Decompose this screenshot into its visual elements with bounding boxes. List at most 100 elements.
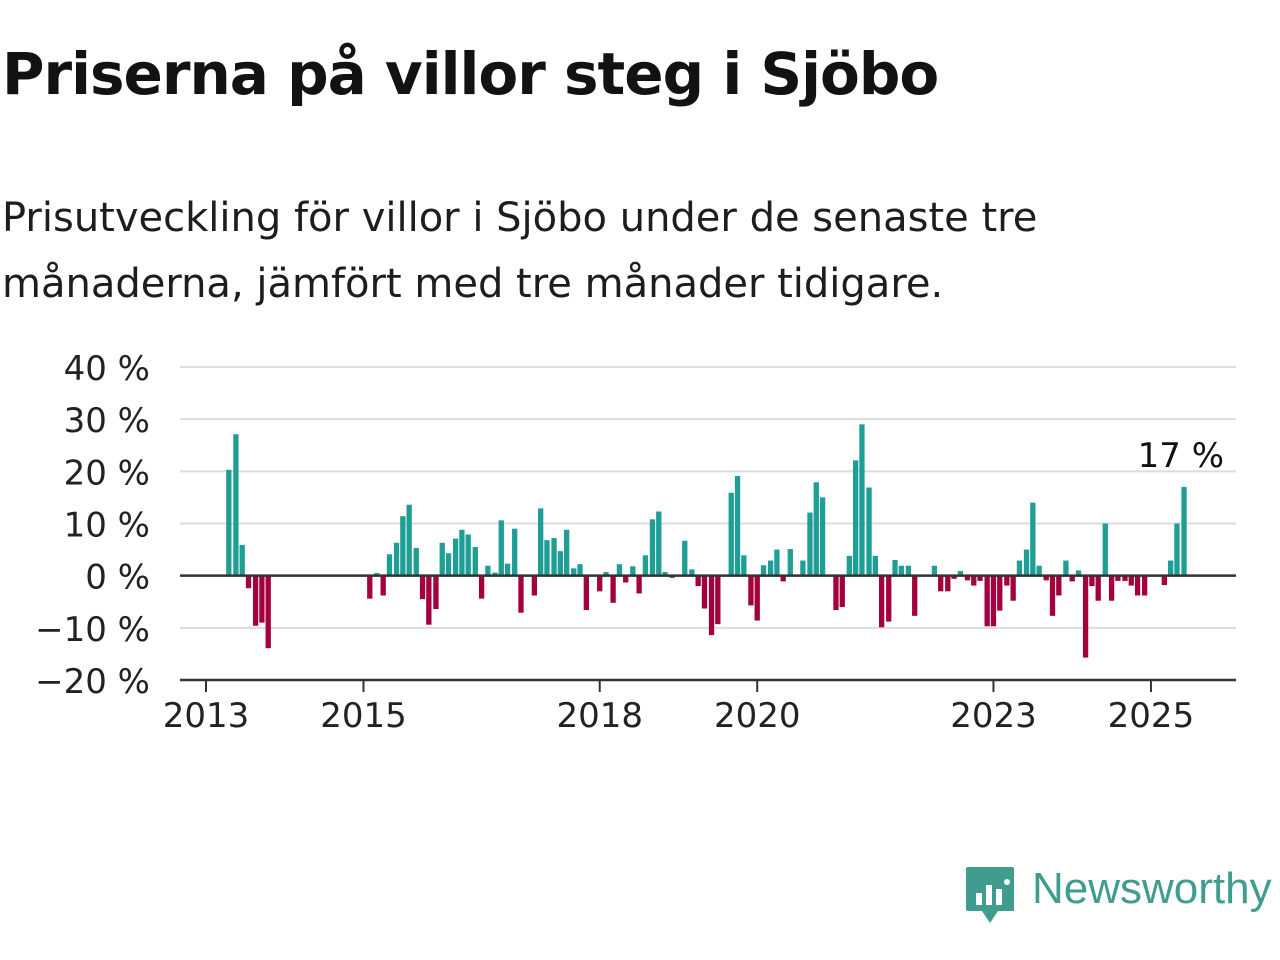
bar (741, 555, 747, 576)
bar (754, 575, 760, 621)
bar (386, 554, 393, 576)
chart-subtitle: Prisutveckling för villor i Sjöbo under … (2, 195, 1038, 307)
bar (498, 520, 504, 576)
x-tick-label: 2023 (950, 696, 1037, 736)
bar (780, 575, 786, 582)
bar (610, 575, 616, 603)
bar (465, 534, 471, 576)
bar-chart: −20 % −10 % 0 % 10 % 20 % 30 % 40 % 2013 2015 201… (35, 349, 1236, 736)
bar (957, 570, 964, 576)
bar (439, 542, 445, 576)
bar (931, 565, 938, 576)
bar (616, 564, 623, 576)
bar (1049, 575, 1056, 616)
bar (905, 565, 912, 576)
bar (1174, 523, 1180, 576)
bar (728, 492, 734, 576)
bar (1167, 560, 1174, 576)
bar (538, 508, 544, 576)
bar (1082, 575, 1089, 658)
bar (1122, 575, 1128, 581)
bar (557, 551, 563, 576)
bar (898, 565, 904, 576)
bar (1089, 575, 1095, 587)
bar (400, 516, 406, 576)
bar (393, 542, 400, 576)
x-tick-label: 2015 (320, 696, 407, 736)
bar (839, 575, 845, 607)
bar (265, 575, 271, 649)
bar (603, 572, 609, 576)
bar (452, 538, 459, 576)
bar (226, 469, 232, 576)
bar (551, 538, 557, 576)
bar (892, 560, 898, 576)
bar (708, 575, 715, 636)
bar (597, 575, 603, 592)
bar (413, 548, 419, 576)
bar (433, 575, 439, 610)
bar (642, 555, 649, 576)
bar (1004, 575, 1010, 586)
bar (748, 575, 754, 606)
bar (656, 511, 662, 576)
bar (807, 512, 813, 576)
bar (518, 575, 524, 613)
bar (971, 575, 977, 586)
bar (682, 540, 688, 576)
bar (623, 575, 629, 583)
bar (636, 575, 642, 594)
bar (767, 560, 774, 576)
bar (649, 519, 656, 576)
bar (878, 575, 885, 628)
bar (1108, 575, 1115, 601)
bar (1161, 575, 1167, 586)
bar (964, 575, 971, 581)
bar (1016, 560, 1023, 576)
y-tick-label: −20 % (35, 662, 150, 702)
bar (367, 575, 373, 599)
bar (787, 549, 793, 576)
last-value-label: 17 % (1138, 436, 1224, 476)
brand-name: Newsworthy (1032, 864, 1272, 913)
bar (662, 572, 668, 576)
bar (478, 575, 485, 599)
x-tick-label: 2018 (556, 696, 643, 736)
bar (374, 573, 380, 576)
bar (760, 565, 767, 576)
bar (997, 575, 1003, 611)
bar (485, 565, 491, 576)
bar (531, 575, 538, 596)
bar (252, 575, 259, 626)
x-tick-label: 2013 (163, 696, 250, 736)
bar (774, 549, 780, 576)
bar (512, 528, 518, 576)
x-tick-label: 2025 (1108, 696, 1195, 736)
bar (1102, 523, 1108, 576)
bar (689, 569, 695, 576)
y-tick-label: 30 % (64, 401, 150, 441)
bar (583, 575, 589, 611)
bar (734, 476, 741, 576)
bar (1069, 575, 1075, 582)
bar (859, 424, 865, 576)
bar (990, 575, 997, 627)
bar (1075, 570, 1082, 576)
bar (1043, 575, 1049, 581)
x-tick-label: 2020 (714, 696, 801, 736)
bar (886, 575, 892, 622)
bar (813, 482, 819, 576)
bar (951, 575, 957, 579)
bar (1181, 486, 1187, 576)
bar (695, 575, 701, 587)
bar (504, 563, 511, 576)
bar (833, 575, 839, 611)
y-tick-label: 10 % (64, 506, 150, 546)
bar (1036, 565, 1042, 576)
bar (912, 575, 918, 616)
bar (1063, 560, 1069, 576)
bar (406, 504, 412, 576)
bar (938, 575, 944, 592)
bar (472, 546, 478, 576)
bar (459, 529, 465, 576)
